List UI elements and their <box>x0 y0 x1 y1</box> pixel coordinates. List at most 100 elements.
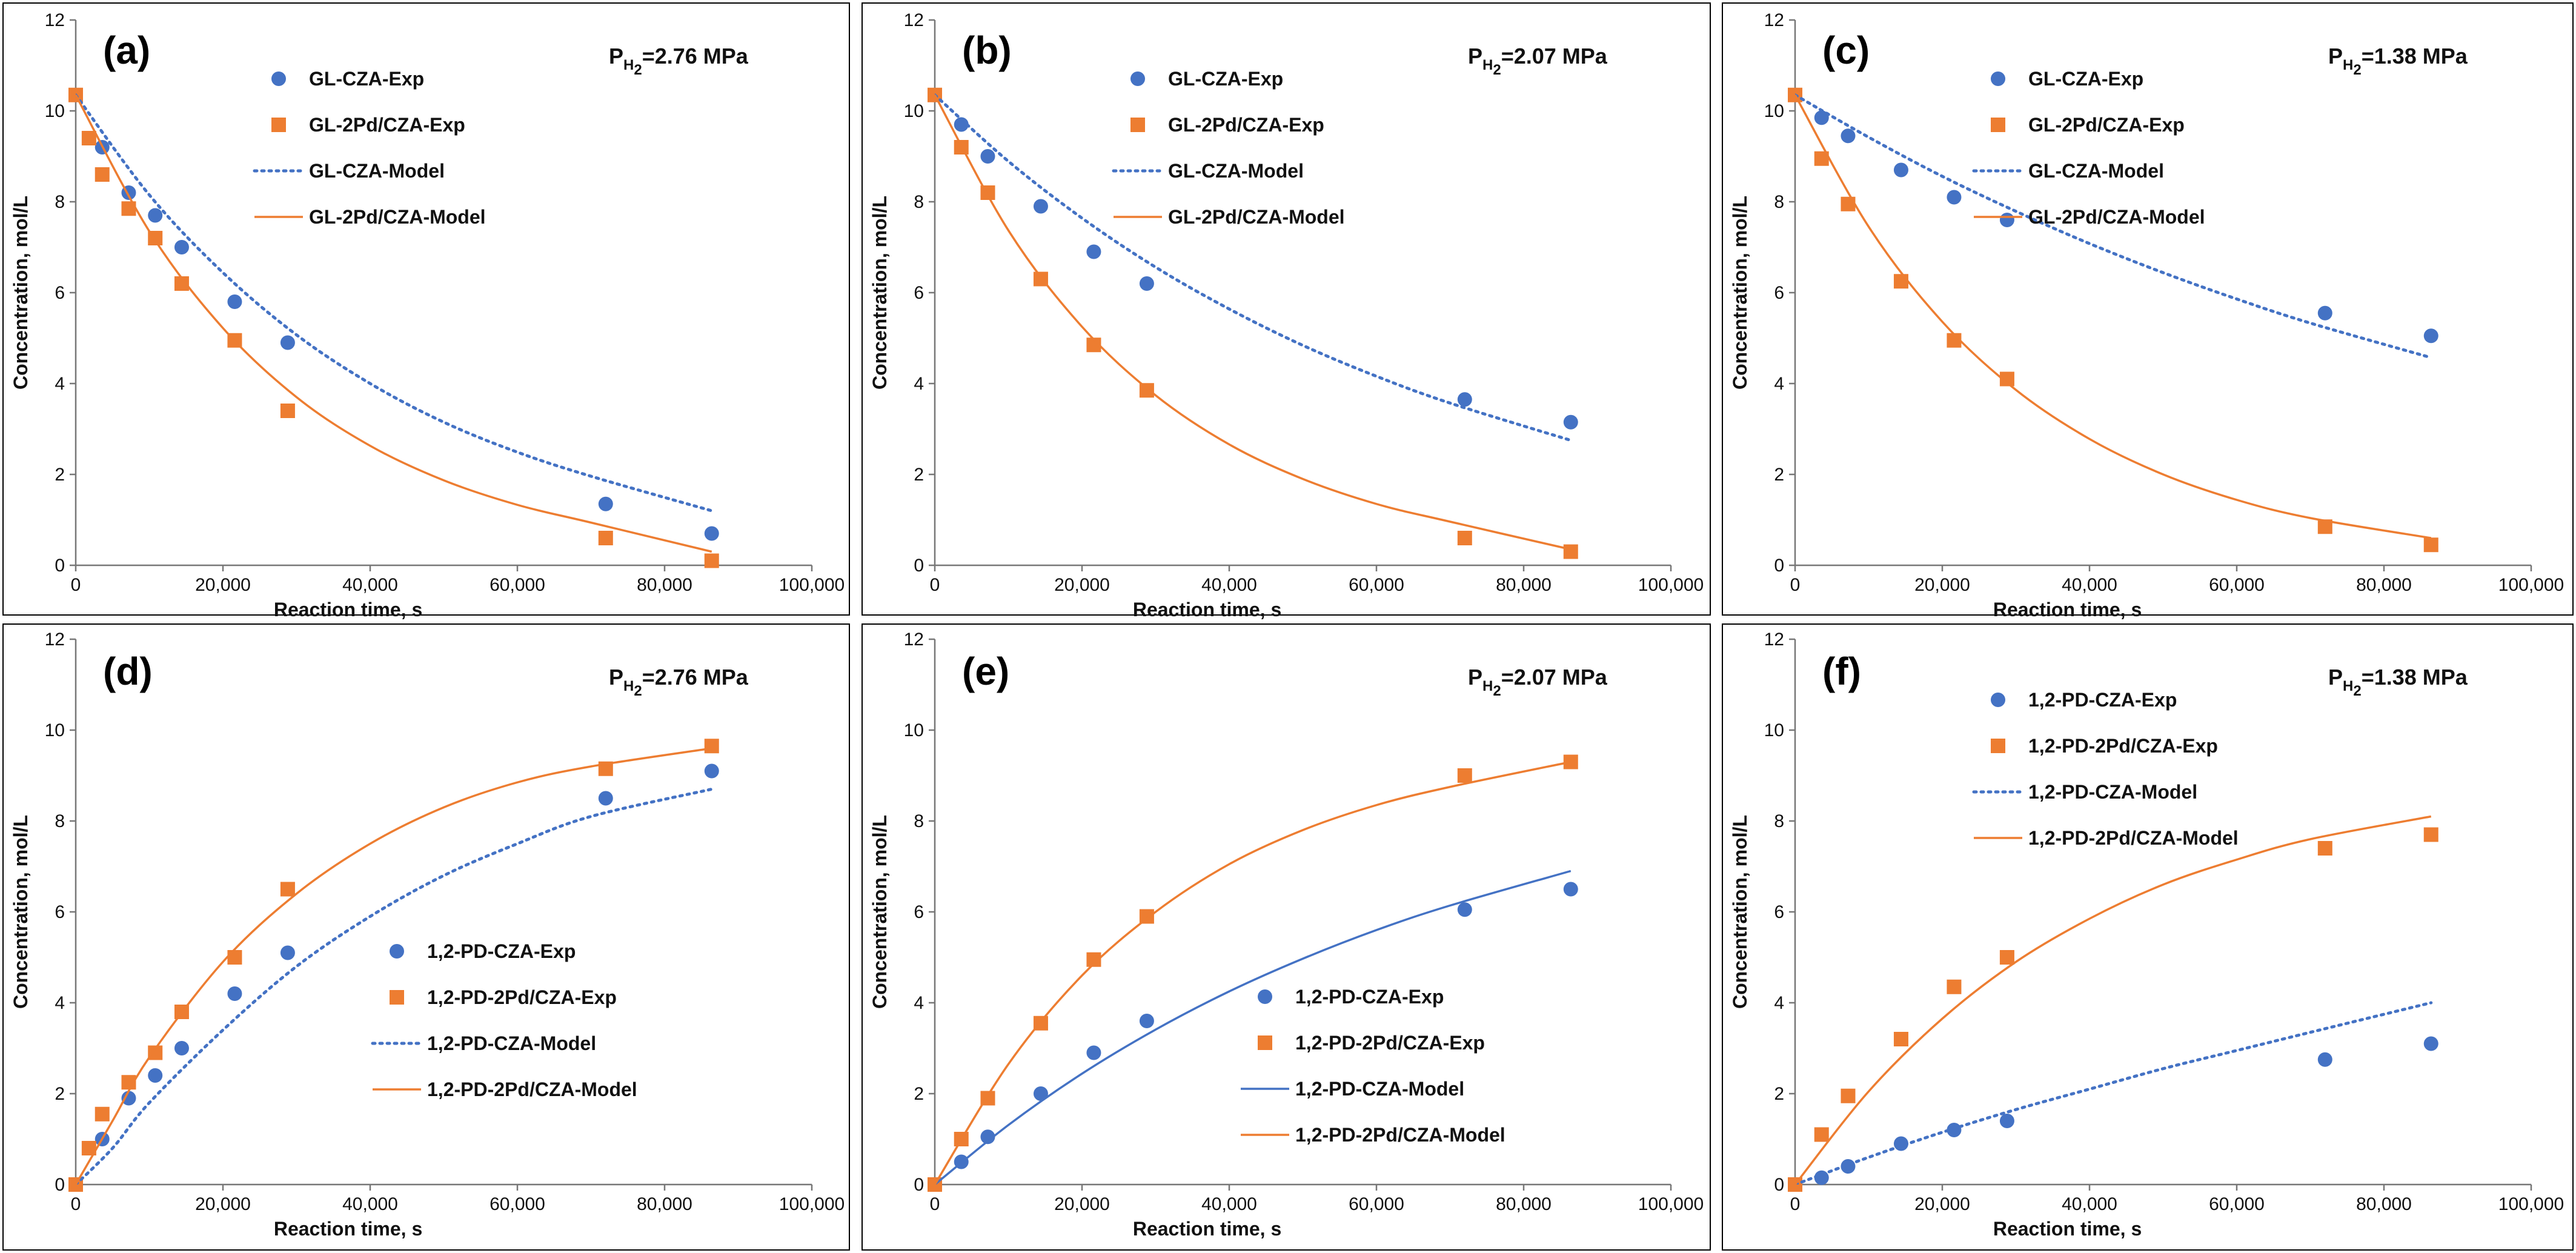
legend-label: GL-2Pd/CZA-Exp <box>2028 114 2185 136</box>
legend: GL-CZA-Exp GL-2Pd/CZA-Exp GL-CZA-Model GL-2… <box>1972 68 2205 228</box>
data-point-gl-cza-exp <box>1033 199 1048 214</box>
data-point-1-2-pd-2pd-cza-exp <box>1457 768 1472 783</box>
x-tick-label: 100,000 <box>1638 575 1704 595</box>
data-point-1-2-pd-cza-exp <box>1139 1014 1154 1028</box>
y-tick-label: 2 <box>55 465 65 485</box>
pressure-label: PH2=2.07 MPa <box>1468 665 1608 699</box>
legend: 1,2-PD-CZA-Exp 1,2-PD-2Pd/CZA-Exp 1,2-PD-C… <box>1972 689 2239 849</box>
panel-label: (f) <box>1822 650 1861 693</box>
legend-swatch-1-2-pd-2pd-cza-exp <box>390 990 404 1005</box>
data-point-1-2-pd-2pd-cza-exp <box>1947 979 1962 994</box>
legend-swatch-gl-2pd-cza-exp <box>271 118 286 132</box>
data-point-1-2-pd-cza-exp <box>704 763 719 779</box>
legend-label: 1,2-PD-CZA-Exp <box>427 940 576 962</box>
data-point-gl-cza-exp <box>1457 392 1472 407</box>
x-axis-title: Reaction time, s <box>274 1218 422 1240</box>
x-tick-label: 0 <box>71 1194 81 1214</box>
data-point-gl-cza-exp <box>2317 305 2332 321</box>
y-tick-label: 8 <box>914 811 924 831</box>
legend-swatch-1-2-pd-cza-exp <box>390 944 404 959</box>
data-point-1-2-pd-2pd-cza-exp <box>704 739 719 754</box>
pressure-symbol: P <box>2328 44 2343 68</box>
pressure-symbol: P <box>1468 665 1482 690</box>
data-point-1-2-pd-cza-exp <box>1999 1114 2014 1128</box>
y-axis-title: Concentration, mol/L <box>869 196 891 390</box>
chart-panel-b: 0 2 4 6 8 10 12 0 20,000 40,000 60,000 80,000 100,00… <box>861 2 1711 620</box>
data-point-1-2-pd-2pd-cza-exp <box>95 1106 110 1122</box>
data-point-gl-cza-exp <box>1893 162 1908 178</box>
legend-label: 1,2-PD-2Pd/CZA-Model <box>427 1079 637 1100</box>
y-tick-label: 2 <box>55 1084 65 1104</box>
pressure-subscript: H <box>1482 57 1493 73</box>
y-tick-label: 0 <box>914 1175 924 1195</box>
x-axis-title: Reaction time, s <box>1133 1218 1281 1240</box>
legend-label: 1,2-PD-CZA-Exp <box>1295 986 1444 1008</box>
legend-label: 1,2-PD-CZA-Model <box>1295 1078 1464 1100</box>
x-tick-label: 60,000 <box>490 575 545 595</box>
x-tick-label: 0 <box>1790 575 1801 595</box>
data-point-1-2-pd-cza-exp <box>280 945 295 960</box>
data-point-1-2-pd-cza-exp <box>1033 1086 1048 1101</box>
pressure-label: PH2=1.38 MPa <box>2328 44 2468 78</box>
panel-label: (e) <box>962 650 1009 693</box>
x-tick-label: 80,000 <box>1496 1194 1552 1214</box>
data-point-1-2-pd-cza-exp <box>1457 902 1472 917</box>
x-tick-label: 40,000 <box>2062 575 2117 595</box>
data-point-gl-cza-exp <box>1139 276 1154 291</box>
data-point-1-2-pd-2pd-cza-exp <box>2317 841 2332 856</box>
legend-swatch-1-2-pd-2pd-cza-exp <box>1991 739 2005 753</box>
legend-label: 1,2-PD-CZA-Model <box>2028 781 2197 803</box>
series-line-1-2-pd-2pd-cza-model <box>935 760 1572 1185</box>
x-tick-label: 60,000 <box>2209 1194 2265 1214</box>
legend-swatch-gl-2pd-cza-exp <box>1991 118 2005 132</box>
x-tick-label: 0 <box>930 1194 940 1214</box>
series-line-1-2-pd-cza-model <box>76 788 714 1185</box>
panel-label: (c) <box>1822 28 1870 72</box>
data-point-gl-2pd-cza-exp <box>1457 531 1472 545</box>
y-tick-label: 12 <box>1764 630 1784 650</box>
y-tick-label: 12 <box>45 630 65 650</box>
data-point-1-2-pd-cza-exp <box>227 986 242 1001</box>
data-point-gl-cza-exp <box>704 526 719 541</box>
pressure-symbol: P <box>609 665 623 690</box>
pressure-value: =1.38 MPa <box>2362 665 2468 690</box>
pressure-subscript: H <box>2343 57 2353 73</box>
y-tick-label: 10 <box>45 101 65 121</box>
y-tick-label: 4 <box>55 993 65 1013</box>
data-point-gl-cza-exp <box>148 208 163 223</box>
legend-label: 1,2-PD-CZA-Exp <box>2028 689 2177 711</box>
y-tick-label: 12 <box>904 630 924 650</box>
y-tick-label: 0 <box>914 556 924 576</box>
data-point-1-2-pd-2pd-cza-exp <box>280 882 295 897</box>
series-line-gl-cza-model <box>76 93 714 513</box>
pressure-value: =2.76 MPa <box>642 44 749 68</box>
series-line-1-2-pd-2pd-cza-model <box>76 747 712 1185</box>
legend-label: GL-CZA-Exp <box>2028 68 2143 90</box>
x-axis-title: Reaction time, s <box>274 599 422 620</box>
x-tick-label: 0 <box>930 575 940 595</box>
data-point-1-2-pd-2pd-cza-exp <box>1841 1088 1856 1103</box>
legend-label: GL-2Pd/CZA-Model <box>2028 206 2205 228</box>
series-line-gl-2pd-cza-model <box>76 94 712 553</box>
y-tick-label: 0 <box>55 1175 65 1195</box>
y-tick-label: 6 <box>914 902 924 922</box>
pressure-subscript-2: 2 <box>2353 683 2361 699</box>
data-point-gl-cza-exp <box>2423 328 2438 344</box>
x-tick-label: 100,000 <box>779 1194 845 1214</box>
data-point-gl-cza-exp <box>280 335 295 350</box>
data-point-1-2-pd-cza-exp <box>1086 1045 1101 1060</box>
legend-label: 1,2-PD-2Pd/CZA-Model <box>1295 1124 1505 1146</box>
legend-label: 1,2-PD-CZA-Model <box>427 1032 596 1054</box>
pressure-subscript-2: 2 <box>2353 62 2361 78</box>
legend-swatch-1-2-pd-cza-exp <box>1991 693 2005 707</box>
legend-swatch-gl-cza-exp <box>1991 71 2005 86</box>
y-tick-label: 0 <box>1774 1175 1784 1195</box>
legend-label: 1,2-PD-2Pd/CZA-Exp <box>427 986 617 1008</box>
data-point-gl-2pd-cza-exp <box>598 531 613 545</box>
y-tick-label: 8 <box>1774 811 1784 831</box>
y-tick-label: 8 <box>55 192 65 212</box>
y-tick-label: 6 <box>1774 902 1784 922</box>
y-axis-title: Concentration, mol/L <box>869 815 891 1009</box>
data-point-gl-cza-exp <box>174 240 189 254</box>
